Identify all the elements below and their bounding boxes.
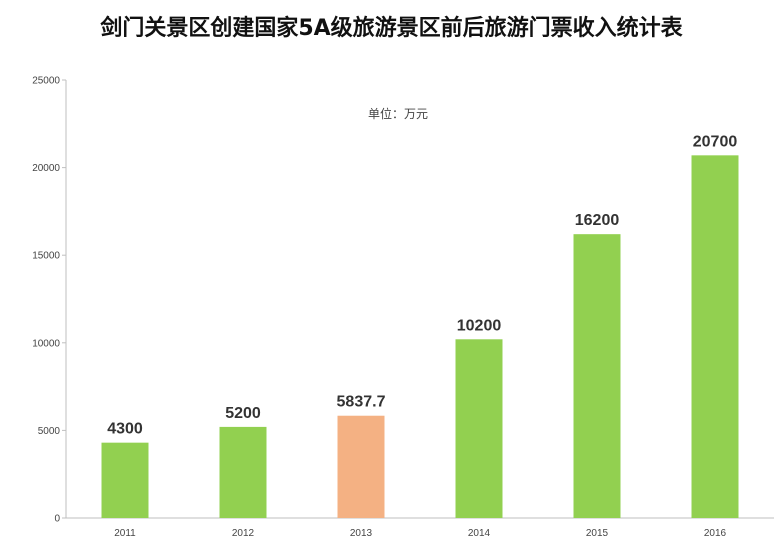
x-tick-label-2016: 2016: [704, 528, 727, 539]
chart-title: 剑门关景区创建国家5A级旅游景区前后旅游门票收入统计表: [100, 16, 683, 41]
x-tick-label-2013: 2013: [350, 528, 373, 539]
data-label-2011: 4300: [107, 421, 143, 438]
category-labels: 2011 2012 2013 2014 2015 2016: [114, 528, 726, 539]
x-tick-label-2011: 2011: [114, 528, 136, 539]
x-tick-label-2014: 2014: [468, 528, 491, 539]
y-tick-label: 20000: [32, 163, 60, 174]
y-tick-label: 10000: [32, 338, 60, 349]
unit-label: 单位：万元: [368, 106, 428, 121]
data-label-2013: 5837.7: [337, 394, 386, 411]
data-labels: 4300 5200 5837.7 10200 16200 20700: [107, 133, 737, 437]
data-label-2016: 20700: [693, 133, 738, 150]
y-tick-label: 5000: [38, 426, 61, 437]
y-axis-ticks: 0 5000 10000 15000 20000 25000: [32, 76, 66, 525]
x-tick-label-2012: 2012: [232, 528, 255, 539]
data-label-2012: 5200: [225, 405, 261, 422]
x-tick-label-2015: 2015: [586, 528, 609, 539]
bar-2015: [573, 234, 621, 518]
y-tick-label: 15000: [32, 251, 60, 262]
bar-2014: [455, 339, 503, 518]
bar-2012: [219, 426, 267, 518]
bar-2011: [101, 442, 149, 518]
bar-2013: [337, 415, 385, 518]
bars: [101, 155, 739, 518]
y-tick-label: 25000: [32, 76, 60, 87]
bar-2016: [691, 155, 739, 518]
data-label-2014: 10200: [457, 317, 502, 334]
data-label-2015: 16200: [575, 212, 620, 229]
y-tick-label: 0: [54, 514, 60, 525]
